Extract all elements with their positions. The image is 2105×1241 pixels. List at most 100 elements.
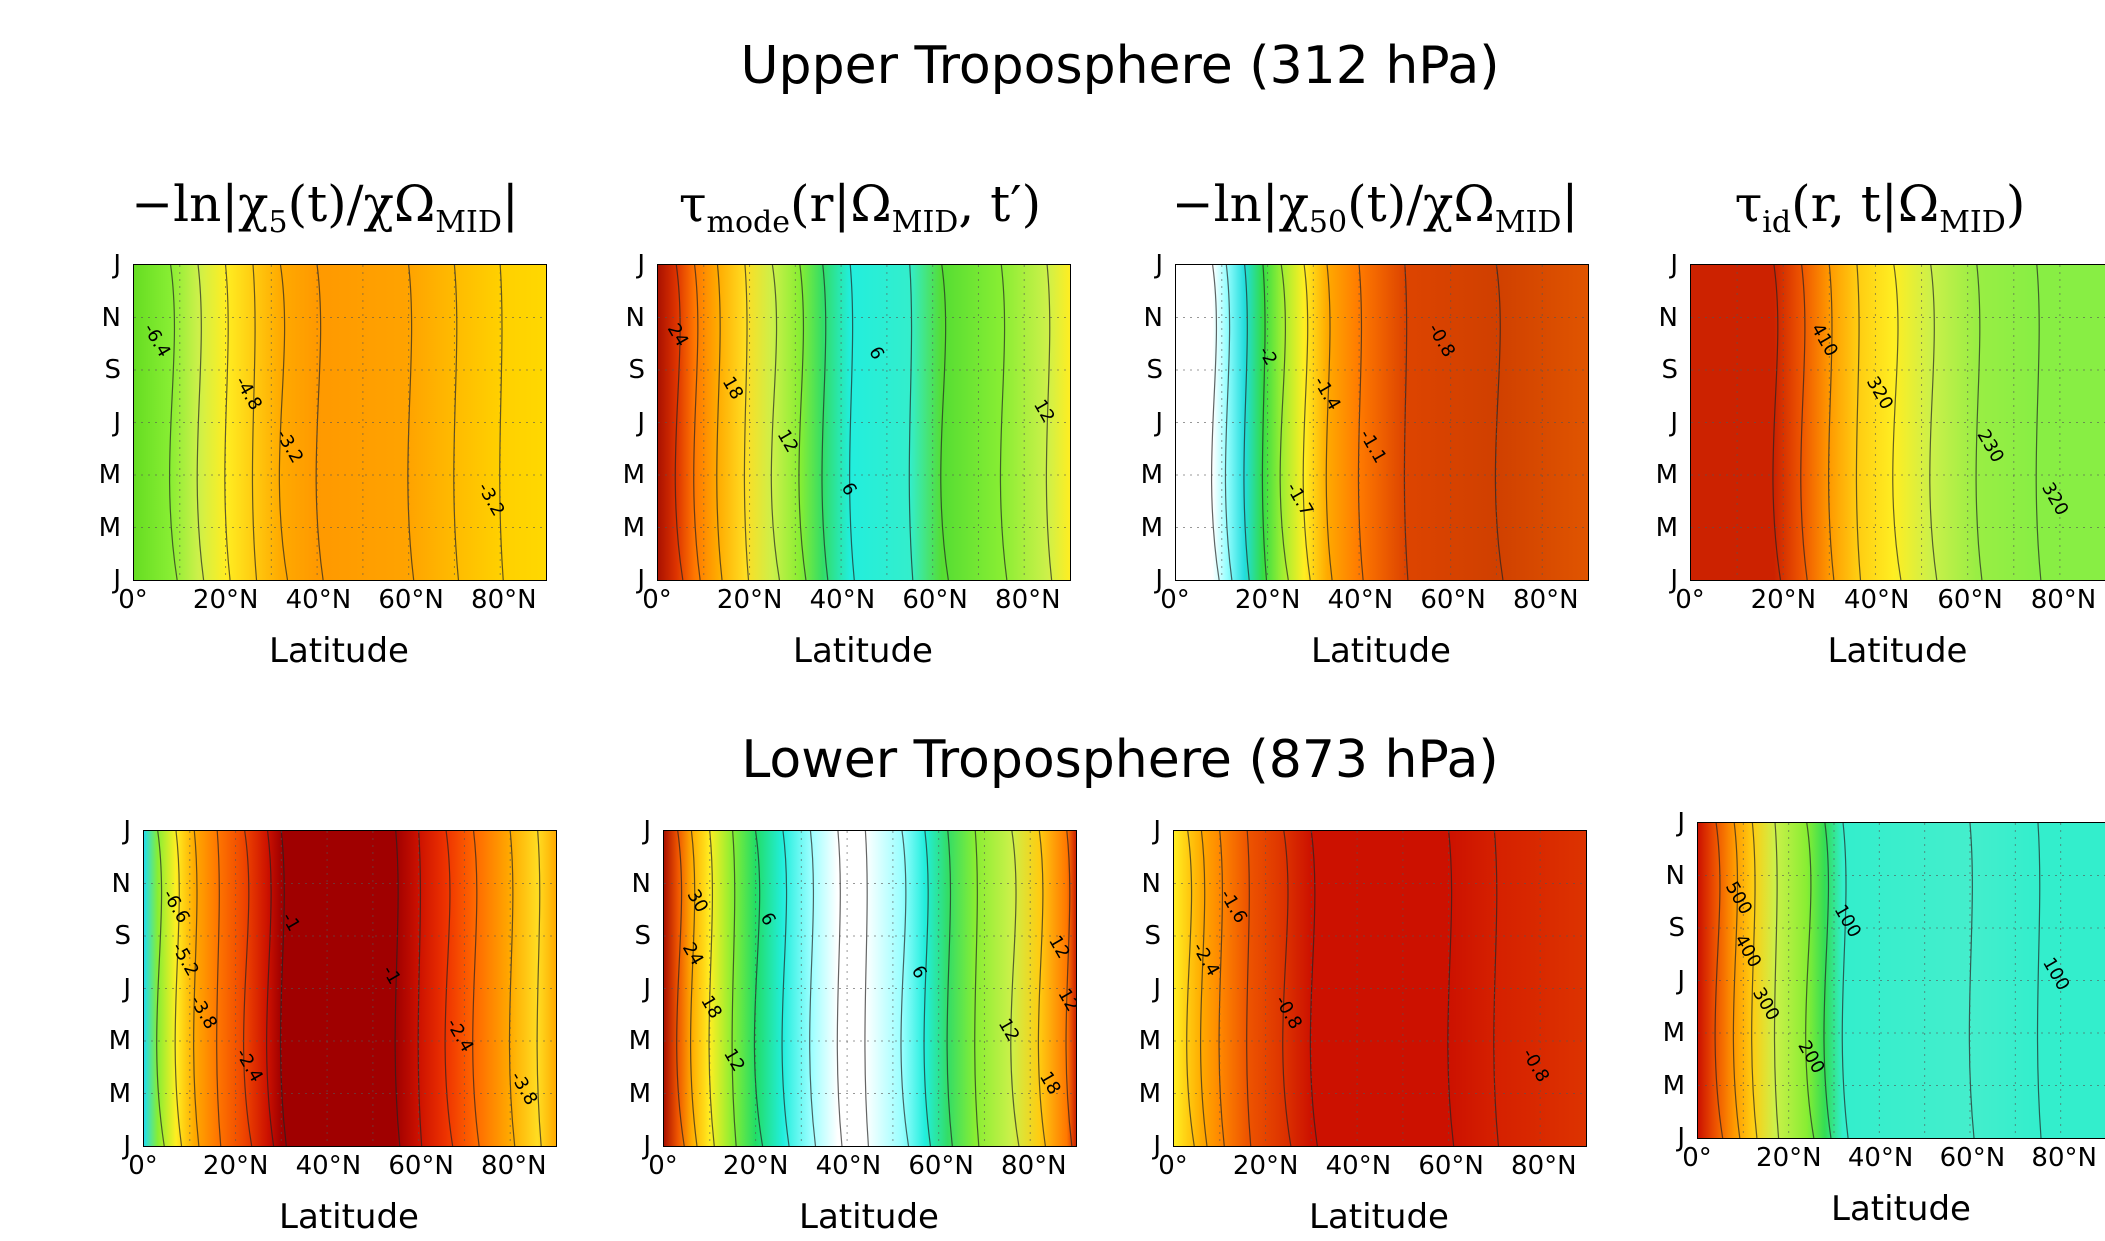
y-tick-label: S — [634, 921, 651, 951]
y-tick-label: N — [625, 302, 645, 333]
contour-line — [1714, 823, 1724, 1138]
contour-line — [1302, 265, 1311, 580]
x-tick-label: 60°N — [1418, 1151, 1484, 1181]
x-tick-label: 0° — [118, 585, 148, 615]
heatmap-plot: -0.8 -1.4 -1.1 -1.7 -2 — [1175, 264, 1589, 581]
x-tick-label: 80°N — [1511, 1151, 1577, 1181]
panel-title: −ln|χ5(t)/χΩMID| — [131, 175, 519, 240]
y-tick-label: J — [1677, 808, 1685, 838]
contour-line — [243, 831, 253, 1146]
contour-line — [753, 831, 764, 1146]
contour-line — [1975, 265, 1983, 580]
contour-line — [708, 831, 715, 1146]
contour-line — [174, 831, 183, 1146]
y-tick-label: J — [643, 1131, 651, 1161]
x-tick-label: 0° — [1675, 585, 1705, 615]
x-tick-label: 20°N — [1232, 1151, 1299, 1181]
contour-line — [1841, 823, 1849, 1138]
heatmap-plot: -6.4 -4.8 -3.2 -3.2 — [133, 264, 547, 581]
contour-line — [1065, 831, 1073, 1146]
x-axis-label: Latitude — [279, 1197, 419, 1237]
y-tick-label: S — [1146, 355, 1163, 385]
contour-line — [1282, 831, 1292, 1146]
panel-title: −ln|χ50(t)/χΩMID| — [1171, 175, 1579, 240]
x-tick-label: 20°N — [1750, 585, 1817, 615]
heatmap-plot: 24 18 12 6 6 12 — [657, 264, 1071, 581]
contour-line — [770, 265, 781, 580]
y-tick-label: M — [108, 1078, 131, 1109]
y-tick-label: M — [1655, 512, 1678, 543]
x-tick-label: 60°N — [908, 1151, 974, 1181]
contour-line — [453, 265, 460, 580]
contour-line — [196, 265, 205, 580]
heatmap-plot: 30 24 18 12 6 6 12 18 12 12 — [663, 830, 1077, 1147]
y-tick-label: J — [1155, 250, 1163, 280]
y-tick-label: N — [111, 868, 131, 899]
contour-line — [1805, 823, 1815, 1138]
contour-line — [1357, 265, 1364, 580]
heatmap-svg: -6.4-4.8-3.2-3.2 — [134, 265, 546, 580]
x-tick-label: 20°N — [202, 1151, 269, 1181]
heatmap-plot: -1.6 -2.4 -0.8 -0.8 — [1173, 830, 1587, 1147]
x-tick-label: 40°N — [809, 585, 876, 615]
y-tick-label: J — [1670, 565, 1678, 595]
contour-line — [251, 265, 258, 580]
contour-line — [974, 831, 980, 1146]
contour-line — [407, 265, 415, 580]
contour-line — [1037, 831, 1046, 1146]
x-tick-label: 80°N — [2030, 585, 2097, 615]
x-axis-label: Latitude — [269, 631, 409, 671]
contour-line — [946, 831, 953, 1146]
y-tick-label: J — [1153, 973, 1161, 1004]
contour-line — [1968, 823, 1975, 1138]
contour-line — [472, 831, 480, 1146]
contour-line — [900, 831, 910, 1146]
contour-line — [417, 831, 423, 1146]
contour-line — [1855, 265, 1862, 580]
y-tick-label: N — [631, 868, 651, 899]
contour-line — [1732, 823, 1741, 1138]
y-tick-label: M — [622, 460, 645, 490]
y-tick-label: M — [622, 512, 645, 543]
x-tick-label: 20°N — [722, 1151, 789, 1181]
x-tick-label: 60°N — [1937, 585, 2003, 615]
x-tick-label: 0° — [642, 585, 672, 615]
y-tick-label: J — [123, 973, 131, 1004]
x-tick-label: 40°N — [285, 585, 352, 615]
contour-line — [1279, 265, 1289, 580]
y-tick-label: M — [1662, 1070, 1685, 1101]
contour-line — [1773, 823, 1780, 1138]
y-tick-label: J — [1153, 816, 1161, 846]
contour-line — [821, 265, 829, 580]
y-tick-label: N — [1141, 868, 1161, 899]
y-tick-label: M — [108, 1026, 131, 1056]
contour-line — [1751, 823, 1758, 1138]
y-tick-label: S — [104, 355, 121, 385]
y-tick-label: S — [1668, 913, 1685, 943]
y-tick-label: J — [123, 1131, 131, 1161]
y-tick-label: M — [628, 1026, 651, 1056]
contour-line — [1010, 831, 1020, 1146]
contour-line — [1892, 265, 1902, 580]
contour-line — [1224, 265, 1233, 580]
y-tick-label: M — [1655, 460, 1678, 490]
contour-line — [1309, 831, 1318, 1146]
contour-line — [1494, 265, 1504, 580]
y-tick-label: J — [113, 565, 121, 595]
contour-line — [864, 831, 870, 1146]
y-tick-label: J — [1155, 565, 1163, 595]
heatmap-plot: -6.6 -5.2 -3.8 -2.4 -1 -1 -2.4 -3.8 — [143, 830, 557, 1147]
y-tick-label: J — [643, 816, 651, 846]
contour-line — [193, 831, 200, 1146]
x-tick-label: 60°N — [388, 1151, 454, 1181]
x-tick-label: 0° — [1160, 585, 1190, 615]
x-tick-label: 40°N — [295, 1151, 362, 1181]
x-tick-label: 0° — [1158, 1151, 1188, 1181]
y-tick-label: M — [1662, 1018, 1685, 1048]
contour-line — [168, 265, 178, 580]
x-tick-label: 40°N — [1843, 585, 1910, 615]
contour-line — [1243, 265, 1250, 580]
x-tick-label: 60°N — [378, 585, 444, 615]
contour-line — [908, 265, 914, 580]
